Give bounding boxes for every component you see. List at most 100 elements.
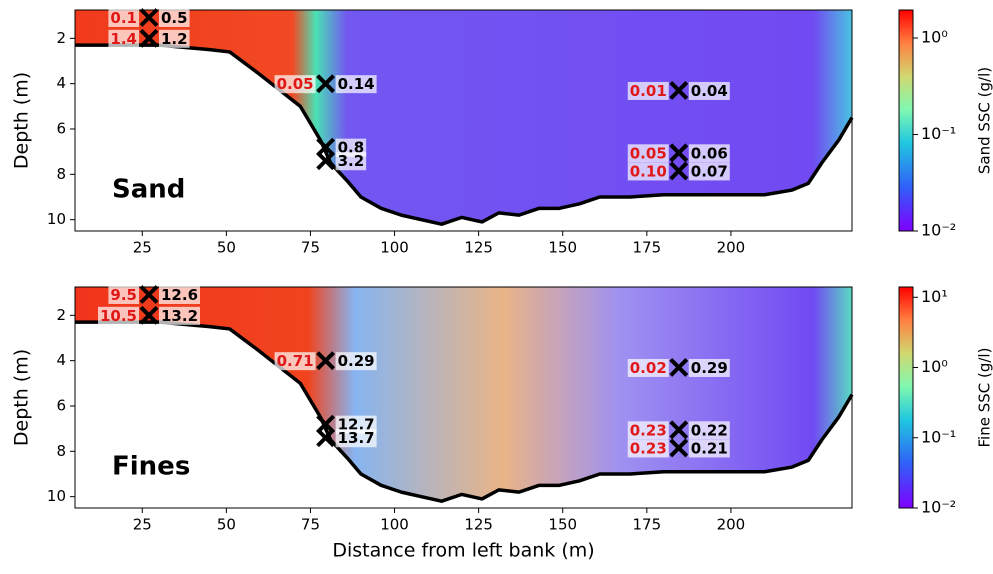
y-tick-label: 6 [56, 120, 66, 138]
x-tick-label: 200 [717, 239, 746, 257]
label-bg [688, 439, 730, 458]
right-value-label: 0.8 [338, 139, 365, 157]
axes-frame [74, 9, 853, 232]
x-tick-label: 200 [717, 516, 746, 534]
colorbar-tick-label: 10⁻² [921, 221, 956, 240]
heatmap-field [75, 10, 852, 225]
label-bg [335, 75, 377, 94]
sample-marker [316, 151, 336, 171]
sample-marker [669, 143, 689, 163]
y-tick-label: 4 [56, 351, 66, 369]
label-bg [159, 8, 190, 27]
right-value-label: 0.07 [691, 162, 728, 180]
sample-marker [669, 161, 689, 181]
label-bg [108, 285, 139, 304]
label-bg [627, 144, 669, 163]
right-value-label: 1.2 [161, 30, 188, 48]
y-tick-label: 4 [56, 74, 66, 92]
sample-marker [669, 81, 689, 100]
right-value-label: 13.2 [161, 307, 198, 325]
colorbar [898, 286, 914, 509]
x-tick-label: 175 [632, 239, 661, 257]
sample-marker [139, 285, 159, 304]
label-bg [688, 358, 730, 377]
label-bg [627, 421, 669, 440]
left-value-label: 0.1 [110, 9, 137, 27]
label-bg [688, 81, 730, 100]
panel-label: Fines [112, 452, 190, 482]
right-value-label: 0.22 [691, 421, 728, 439]
left-value-label: 0.23 [630, 439, 667, 457]
right-value-label: 0.5 [161, 9, 188, 27]
left-value-label: 10.5 [100, 307, 137, 325]
label-bg [688, 144, 730, 163]
sample-marker [316, 414, 336, 434]
label-bg [627, 162, 669, 181]
sample-marker [316, 428, 336, 448]
x-tick-label: 175 [632, 516, 661, 534]
sample-marker [669, 358, 689, 377]
right-value-label: 0.06 [691, 144, 728, 162]
colorbar [898, 9, 914, 232]
x-tick-label: 50 [217, 239, 236, 257]
colorbar-tick-label: 10⁰ [921, 27, 948, 46]
left-value-label: 9.5 [110, 286, 137, 304]
left-value-label: 0.05 [630, 144, 667, 162]
label-bg [335, 415, 377, 434]
label-bg [159, 285, 201, 304]
x-tick-label: 125 [464, 516, 493, 534]
x-tick-label: 25 [133, 516, 152, 534]
label-bg [335, 352, 377, 371]
bed-line [75, 43, 854, 226]
left-value-label: 0.02 [630, 359, 667, 377]
left-value-label: 0.71 [277, 352, 314, 370]
x-tick-label: 75 [301, 239, 320, 257]
colorbar-tick-label: 10⁻¹ [921, 427, 956, 446]
x-axis-label: Distance from left bank (m) [332, 540, 594, 562]
right-value-label: 12.6 [161, 286, 198, 304]
y-tick-label: 2 [56, 306, 66, 324]
label-bg [97, 306, 139, 325]
right-value-label: 0.29 [691, 359, 728, 377]
sample-marker [316, 137, 336, 157]
sample-marker [669, 420, 689, 440]
x-tick-label: 100 [380, 239, 409, 257]
colorbar-tick-label: 10⁻¹ [921, 124, 956, 143]
panel-label: Sand [112, 175, 185, 205]
label-bg [274, 352, 316, 371]
x-tick-label: 125 [464, 239, 493, 257]
label-bg [688, 162, 730, 181]
x-tick-label: 50 [217, 516, 236, 534]
axes-frame [74, 286, 853, 509]
colorbar-tick-label: 10⁰ [921, 357, 948, 376]
sample-marker [316, 351, 336, 371]
label-bg [627, 81, 669, 100]
y-tick-label: 2 [56, 29, 66, 47]
left-value-label: 0.23 [630, 421, 667, 439]
bed-line [75, 320, 854, 503]
label-bg [627, 439, 669, 458]
left-value-label: 0.05 [277, 75, 314, 93]
colorbar-tick-label: 10¹ [921, 287, 948, 306]
sample-marker [316, 74, 336, 94]
y-tick-label: 10 [47, 487, 66, 505]
right-value-label: 0.04 [691, 82, 728, 100]
y-tick-label: 8 [56, 442, 66, 460]
x-tick-label: 150 [548, 516, 577, 534]
sample-marker [139, 28, 159, 48]
sample-marker [139, 305, 159, 325]
label-bg [108, 8, 139, 27]
left-value-label: 1.4 [110, 30, 137, 48]
x-tick-label: 75 [301, 516, 320, 534]
sample-marker [139, 8, 159, 27]
label-bg [688, 421, 730, 440]
label-bg [274, 75, 316, 94]
colorbar-label: Sand SSC (g/l) [976, 67, 993, 174]
right-value-label: 0.29 [338, 352, 375, 370]
label-bg [159, 29, 190, 48]
y-tick-label: 6 [56, 397, 66, 415]
label-bg [108, 29, 139, 48]
x-tick-label: 100 [380, 516, 409, 534]
left-value-label: 0.10 [630, 162, 667, 180]
